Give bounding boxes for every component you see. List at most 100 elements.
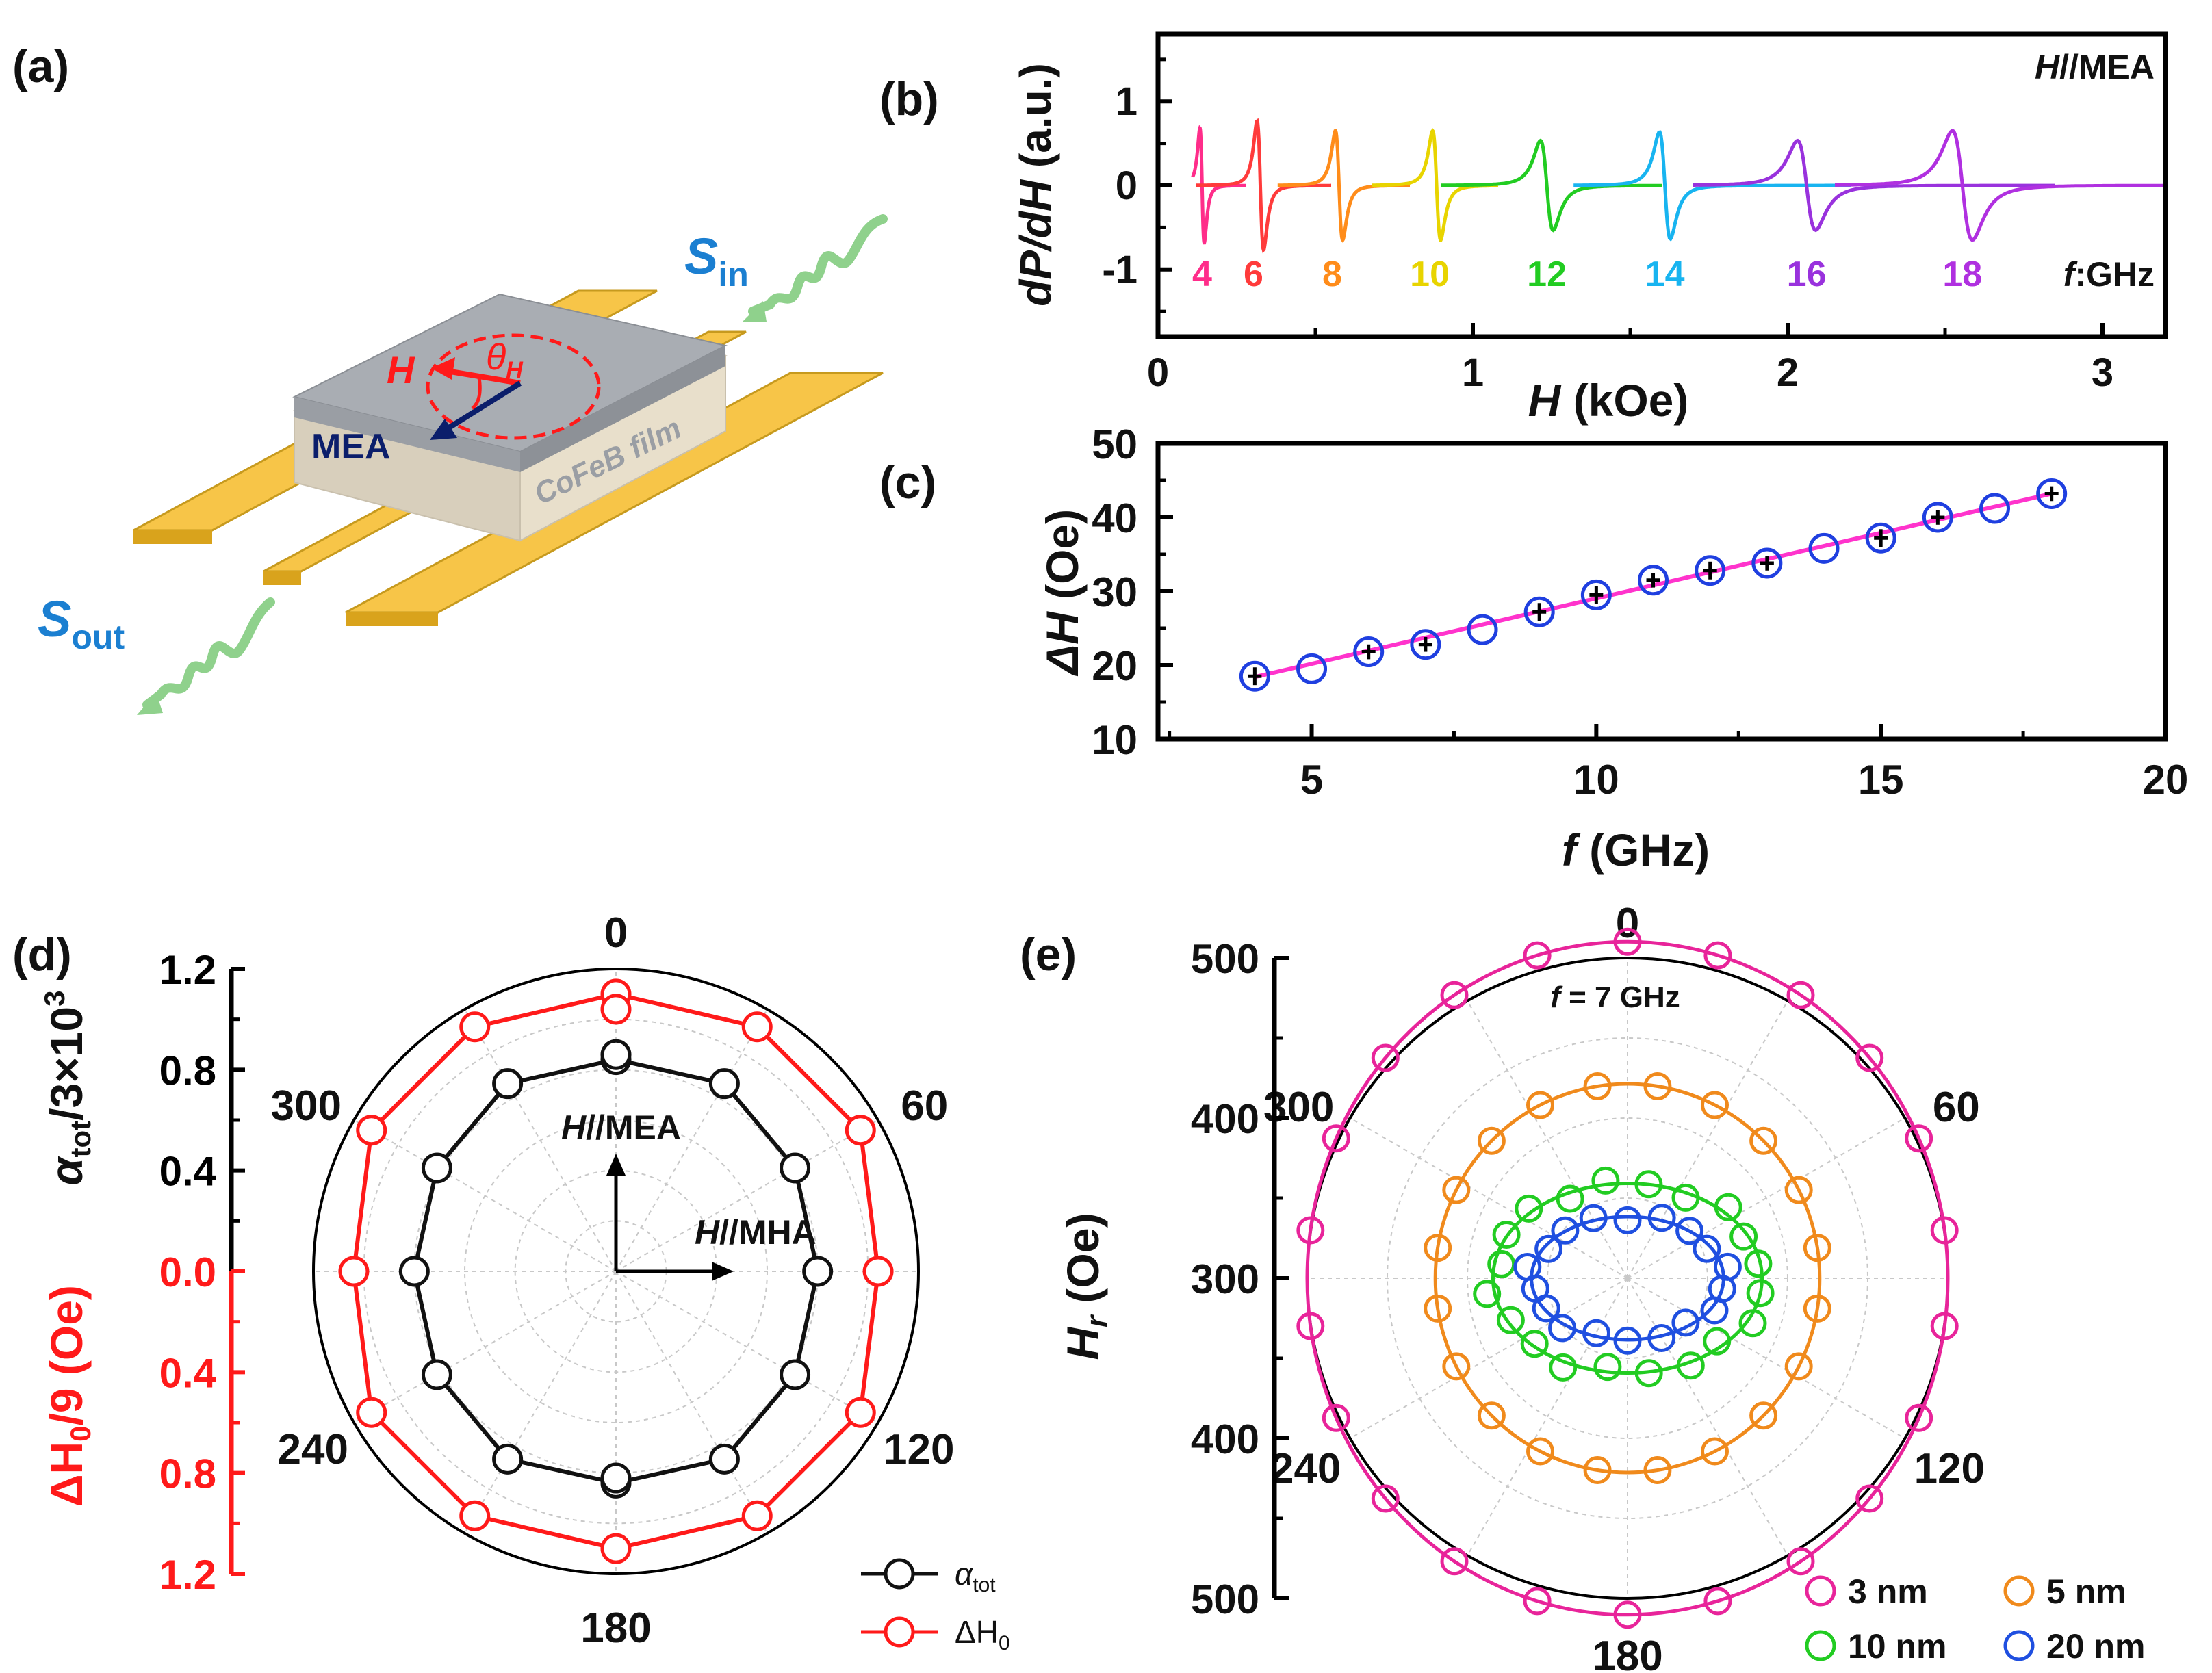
d-axis-tick-label-top-1: 0.8 [159,1048,216,1093]
b-series-label-12: 12 [1527,255,1567,294]
e-point-1-19 [1803,1234,1831,1262]
e-point-2-17 [1714,1193,1742,1221]
e-grid-spoke-60 [1627,1117,1905,1279]
e-point-1-4 [1643,1456,1672,1484]
c-ytick-label-0: 10 [1092,717,1137,763]
d-angle-label-180: 180 [580,1605,651,1652]
e-point-3-5 [1582,1319,1610,1347]
e-point-1-3 [1701,1437,1729,1466]
b-ytick-label-0: -1 [1102,248,1137,292]
e-point-0-18 [1786,981,1815,1009]
e-point-3-13 [1613,1206,1642,1234]
e-axis-tick-label-4: 500 [1191,1577,1259,1622]
e-point-2-6 [1549,1353,1578,1382]
d-angle-label-300: 300 [270,1082,341,1130]
wave-in-arrow [743,301,767,322]
e-point-0-21 [1930,1216,1959,1245]
c-point-3 [1410,629,1441,660]
b-series-label-6: 6 [1244,255,1263,294]
d-point-1-9 [338,1256,370,1287]
e-point-2-12 [1515,1194,1543,1223]
e-point-0-20 [1905,1124,1933,1153]
s-in-label: Sin [684,228,749,294]
theta-label: θH [486,337,524,383]
b-unit-label: f:GHz [2063,255,2155,294]
panel-label-c: (c) [879,456,936,508]
e-point-2-10 [1487,1249,1516,1278]
e-point-1-11 [1442,1176,1471,1204]
d-point-extra-1-0 [600,994,632,1025]
d-point-0-4 [780,1359,811,1390]
e-point-2-0 [1746,1279,1775,1308]
e-point-0-0 [1930,1312,1959,1340]
e-point-0-13 [1371,1043,1400,1072]
e-grid-spoke-330 [1467,1000,1628,1279]
e-axis-tick-label-0: 500 [1191,936,1259,982]
c-xtick-label-3: 20 [2143,757,2189,803]
d-grid-spoke-60 [615,1119,879,1272]
panel-d: (d) 0 60 120 180 240 300 H//MEA H//MHA 1.2 0.8 0.4… [12,909,1010,1655]
d-axis-tick-label-top-0: 1.2 [159,947,216,993]
e-point-2-4 [1634,1359,1663,1388]
e-angle-label-240: 240 [1270,1445,1341,1492]
e-point-3-11 [1551,1216,1580,1245]
b-ytick-label-2: 1 [1116,79,1137,124]
theta-arc [471,377,482,410]
e-point-1-9 [1424,1294,1452,1323]
e-point-3-15 [1675,1217,1704,1245]
b-title: H//MEA [2035,48,2155,86]
e-point-2-19 [1744,1249,1773,1278]
b-series-line-12 [1441,138,1662,233]
d-point-1-7 [459,1500,491,1531]
c-xtick-label-1: 10 [1573,757,1619,803]
e-grid-spoke-210 [1467,1278,1628,1556]
e-point-3-9 [1513,1253,1542,1281]
c-point-9 [1751,547,1783,579]
e-angle-label-0: 0 [1616,900,1639,947]
e-legend-label-2: 10 nm [1848,1627,1947,1665]
e-axis-tick-label-3: 400 [1191,1416,1259,1462]
e-point-1-12 [1477,1126,1506,1155]
e-point-3-2 [1671,1308,1700,1337]
d-point-0-5 [708,1443,740,1475]
d-point-1-2 [845,1115,876,1146]
b-series-line-14 [1573,130,1851,242]
e-point-2-9 [1473,1280,1502,1308]
e-legend-label-3: 20 nm [2046,1627,2146,1665]
h-label: H [387,348,415,391]
e-point-0-6 [1523,1587,1552,1616]
panel-label-a: (a) [12,40,69,92]
c-xlabel: f (GHz) [1562,825,1710,875]
c-point-12 [1922,502,1953,533]
e-point-0-17 [1703,941,1732,970]
panel-c: (c) 5 10 15 20 10 20 30 40 50 ΔH (Oe) f (GHz) [879,422,2188,875]
e-point-3-1 [1700,1296,1729,1325]
panel-label-e: (e) [1020,929,1077,981]
e-angle-label-60: 60 [1933,1084,1980,1131]
c-point-1 [1296,653,1328,684]
panel-a: (a) CoFeB film H θH MEA Sin Sout [12,40,888,715]
e-point-2-2 [1703,1327,1732,1356]
e-point-3-6 [1548,1314,1577,1343]
d-grid-spoke-210 [464,1271,617,1534]
d-angle-label-0: 0 [604,909,628,957]
e-fit-curve-1 [1433,1082,1822,1475]
d-point-1-4 [845,1397,876,1428]
d-angle-label-240: 240 [277,1426,348,1473]
e-legend-marker-3 [2003,1630,2035,1661]
cap-front [520,346,725,472]
e-point-0-2 [1855,1484,1884,1513]
c-point-14 [2036,478,2068,509]
b-xtick-label-2: 2 [1777,350,1799,395]
d-axis-tick-label-top-2: 0.4 [159,1149,217,1195]
e-point-2-11 [1492,1221,1521,1249]
d-arrow-up-label: H//MEA [561,1108,681,1147]
d-left-axis-label: αtot/3×103 [38,991,97,1186]
b-xlabel: H (kOe) [1528,375,1689,426]
frame-c [1155,441,2168,742]
e-point-0-16 [1613,927,1642,956]
e-point-0-5 [1613,1600,1642,1629]
e-point-2-8 [1496,1306,1525,1334]
cap-left [294,397,520,472]
